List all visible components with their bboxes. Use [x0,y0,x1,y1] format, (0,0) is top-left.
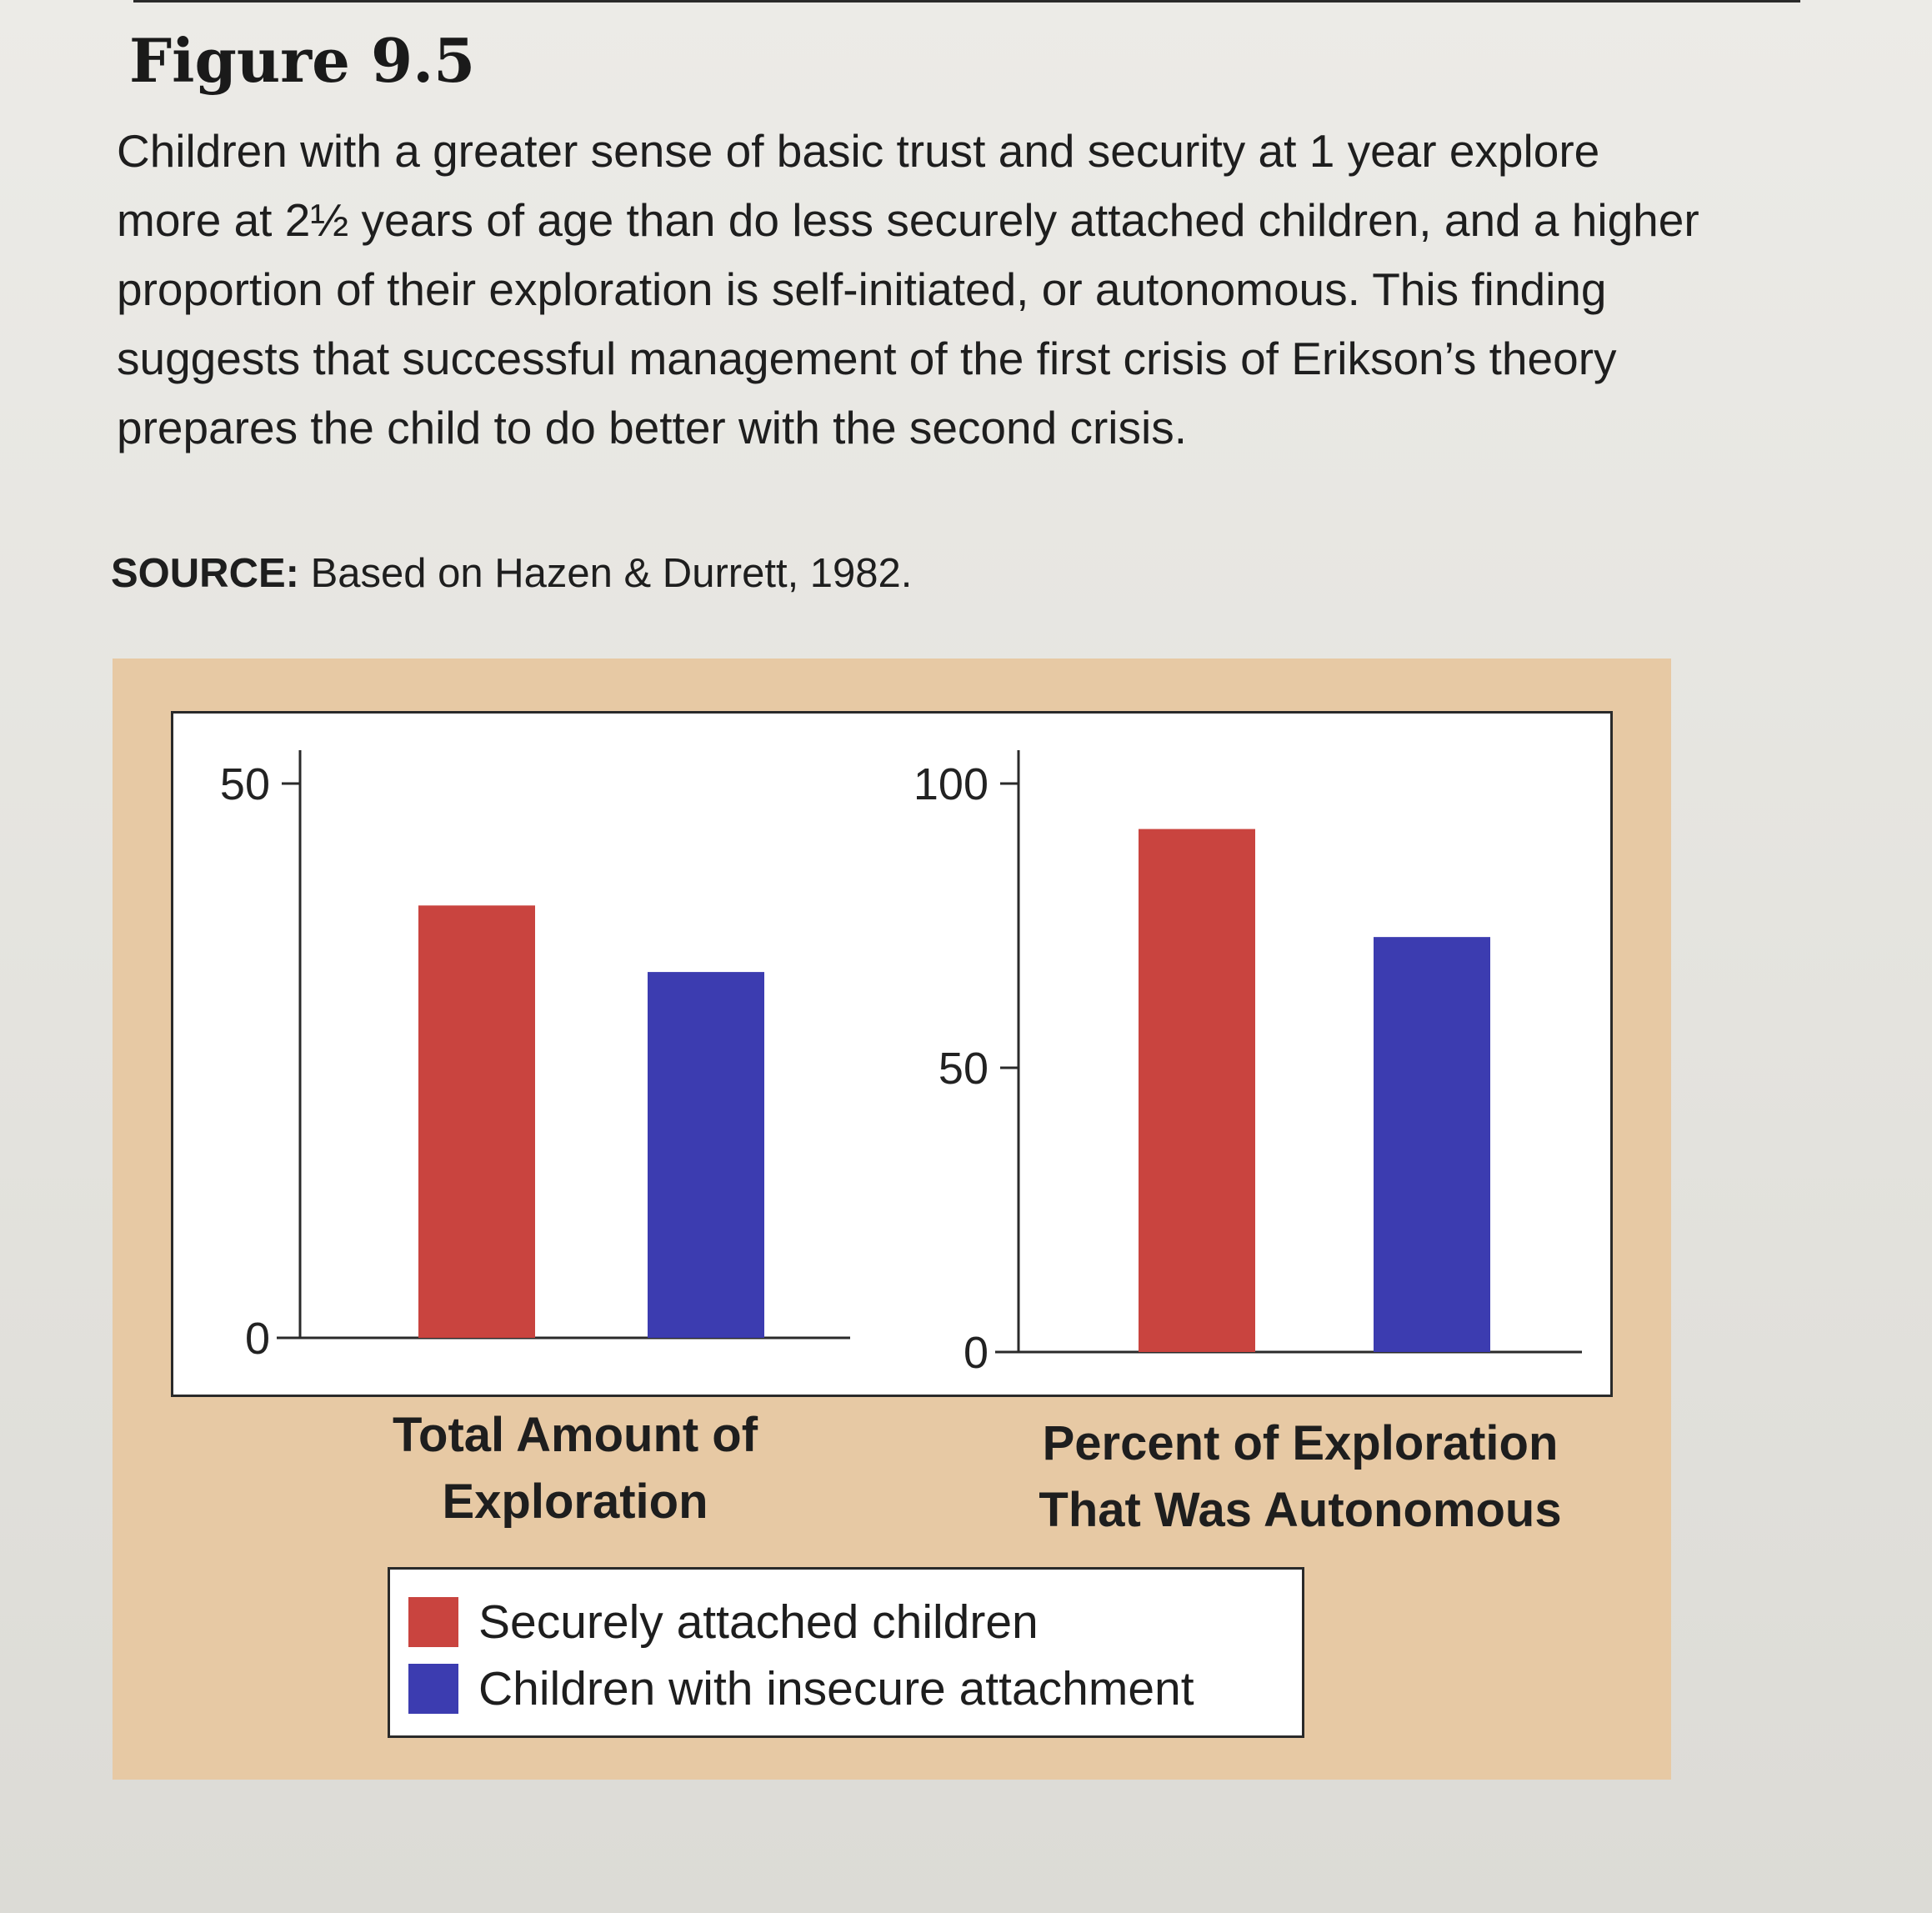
figure-caption: Children with a greater sense of basic t… [117,125,1699,453]
legend-item-secure: Securely attached children [408,1593,1039,1651]
chart2-label-line1: Percent of Exploration [1042,1416,1559,1470]
figure-title: Figure 9.5 [129,25,476,96]
chart2-label-line2: That Was Autonomous [1039,1483,1562,1537]
chart2-y-tick-label: 0 [963,1328,989,1378]
figure-source: SOURCE: Based on Hazen & Durrett, 1982. [111,550,912,597]
legend-label-insecure: Children with insecure attachment [478,1662,1194,1715]
chart-legend: Securely attached children Children with… [388,1567,1304,1738]
chart1-y-tick-label: 50 [220,759,270,809]
legend-item-insecure: Children with insecure attachment [408,1660,1194,1718]
chart1-bar-insecure [648,972,764,1338]
chart2-y-tick-label: 100 [913,759,989,809]
legend-swatch-secure [408,1597,458,1647]
legend-label-secure: Securely attached children [478,1595,1039,1649]
chart1-category-label: Total Amount of Exploration [325,1402,825,1535]
chart1-label-line1: Total Amount of [392,1408,758,1462]
chart1-label-line2: Exploration [442,1475,708,1529]
chart2-y-tick-label: 50 [938,1044,989,1094]
chart2-bar-insecure [1374,937,1490,1352]
chart1-y-tick-label: 0 [245,1314,270,1364]
plot-frame [171,711,1613,1397]
chart1-bar-secure [418,905,535,1338]
chart2-category-label: Percent of Exploration That Was Autonomo… [967,1410,1634,1544]
chart2-bar-secure [1139,829,1255,1352]
source-text: Based on Hazen & Durrett, 1982. [310,551,913,596]
legend-swatch-insecure [408,1664,458,1714]
top-rule [133,0,1800,3]
source-label: SOURCE: [111,551,299,596]
